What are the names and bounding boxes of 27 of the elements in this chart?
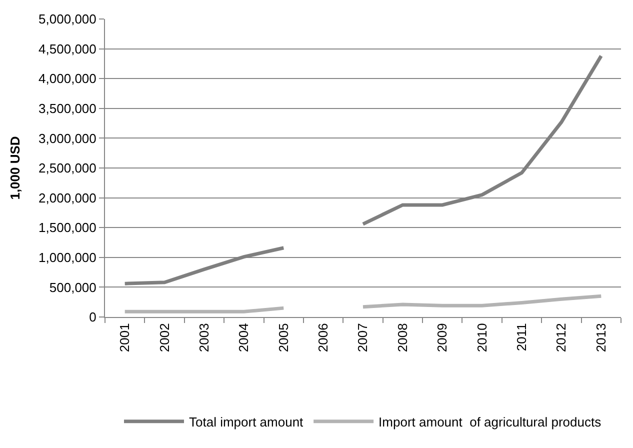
- x-tick-label: 2008: [394, 323, 410, 352]
- y-tick-label: 500,000: [49, 280, 96, 295]
- x-tick-label: 2005: [276, 323, 291, 352]
- legend-label: Total import amount: [189, 414, 304, 430]
- y-axis-title: 1,000 USD: [8, 136, 23, 200]
- y-tick-label: 3,500,000: [38, 100, 96, 116]
- legend-label: Import amount of agricultural products: [378, 414, 602, 430]
- y-tick-label: 0: [89, 310, 96, 325]
- y-tick-label: 5,000,000: [38, 12, 96, 27]
- x-tick-label: 2007: [355, 323, 370, 352]
- x-tick-label: 2003: [196, 323, 212, 352]
- y-tick-label: 4,500,000: [38, 41, 96, 56]
- x-tick-label: 2002: [156, 323, 172, 352]
- x-tick-label: 2012: [554, 323, 569, 352]
- x-tick-label: 2011: [514, 323, 529, 352]
- y-tick-label: 2,000,000: [38, 190, 96, 206]
- y-tick-label: 1,500,000: [38, 220, 96, 236]
- x-tick-label: 2010: [474, 323, 490, 352]
- x-tick-label: 2006: [316, 323, 331, 352]
- x-tick-label: 2009: [434, 323, 450, 352]
- x-tick-label: 2001: [117, 323, 132, 352]
- y-tick-label: 4,000,000: [38, 71, 96, 86]
- y-tick-label: 1,000,000: [38, 250, 96, 265]
- y-tick-label: 2,500,000: [38, 160, 96, 176]
- x-tick-label: 2013: [593, 323, 608, 352]
- y-tick-label: 3,000,000: [38, 130, 96, 146]
- x-tick-label: 2004: [236, 323, 252, 352]
